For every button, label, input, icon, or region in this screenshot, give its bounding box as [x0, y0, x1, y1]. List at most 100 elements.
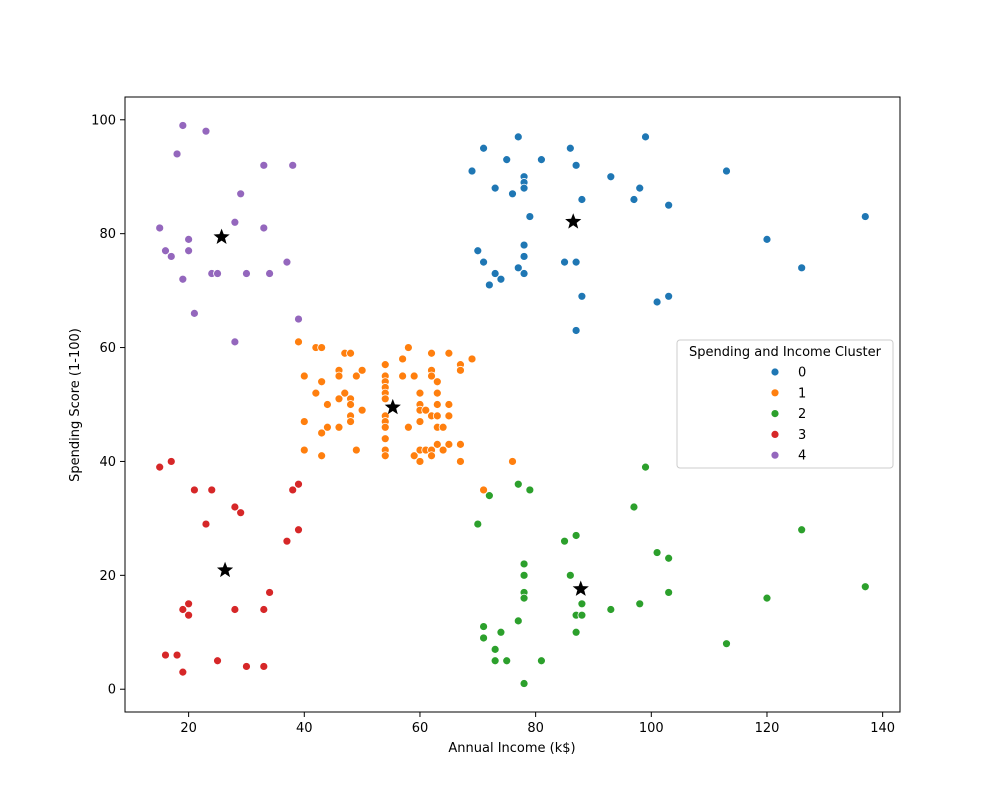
data-point [403, 343, 413, 352]
series-1 [294, 337, 517, 495]
data-point [230, 502, 240, 512]
centroid-star [384, 398, 401, 415]
legend-label: 3 [798, 428, 806, 443]
data-point [398, 371, 408, 381]
data-point [236, 189, 246, 199]
data-point [641, 132, 650, 142]
data-point [409, 451, 419, 461]
data-point [380, 434, 390, 444]
data-point [282, 257, 292, 267]
data-point [155, 462, 165, 472]
data-point [178, 605, 188, 614]
data-point [242, 662, 251, 671]
data-point [311, 388, 321, 398]
data-point [571, 257, 581, 267]
data-point [496, 627, 506, 637]
data-point [722, 639, 731, 649]
legend: Spending and Income Cluster 0 1 2 3 4 [676, 339, 894, 469]
data-point [456, 365, 465, 375]
data-point [641, 462, 650, 472]
series-0 [467, 132, 870, 335]
data-point [519, 252, 529, 261]
data-point [288, 485, 298, 495]
data-point [201, 126, 211, 136]
series-3 [155, 457, 303, 677]
data-point [490, 656, 500, 666]
data-point [380, 360, 390, 370]
y-tick-label: 60 [99, 341, 116, 356]
centroids [213, 213, 589, 596]
data-point [294, 337, 303, 347]
data-point [860, 582, 870, 592]
data-point [172, 650, 182, 660]
data-point [519, 183, 529, 193]
data-point [207, 485, 217, 495]
data-point [184, 610, 194, 620]
data-point [444, 348, 454, 358]
data-point [299, 417, 309, 426]
data-point [456, 439, 465, 449]
data-point [346, 417, 355, 426]
data-point [236, 508, 246, 518]
data-point [444, 411, 454, 421]
legend-label: 0 [798, 366, 806, 381]
data-point [190, 308, 199, 318]
data-point [571, 160, 581, 170]
data-point [265, 269, 274, 278]
series-2 [473, 462, 870, 688]
data-point [380, 422, 390, 432]
data-point [577, 610, 587, 620]
data-point [565, 143, 575, 153]
data-point [467, 354, 477, 364]
data-point [155, 223, 165, 233]
data-point [432, 411, 442, 421]
y-tick-label: 40 [99, 455, 116, 470]
data-point [432, 388, 442, 398]
data-point [172, 149, 182, 159]
data-point [565, 570, 575, 580]
data-point [259, 605, 269, 614]
x-tick-label: 20 [180, 721, 197, 736]
data-point [519, 559, 529, 569]
data-point [351, 445, 361, 455]
data-point [473, 519, 483, 529]
data-point [346, 348, 355, 358]
data-point [664, 553, 674, 563]
data-point [577, 599, 587, 609]
data-point [519, 240, 529, 250]
axes-frame [124, 96, 901, 713]
x-axis-title: Annual Income (k$) [448, 741, 575, 756]
data-point [415, 417, 425, 426]
data-point [184, 234, 194, 244]
x-axis-ticks: 20 40 60 80 100 120 140 [180, 712, 895, 736]
data-point [334, 394, 344, 404]
data-point [479, 143, 488, 153]
data-point [496, 274, 506, 284]
data-point [479, 485, 488, 495]
data-point [635, 599, 645, 609]
data-point [664, 200, 674, 210]
data-point [357, 405, 367, 415]
data-point [525, 485, 535, 495]
data-point [490, 269, 500, 278]
data-point [537, 656, 546, 666]
data-point [178, 667, 188, 677]
data-point [513, 616, 523, 626]
data-point [629, 195, 639, 204]
data-point [346, 400, 355, 409]
data-point [415, 457, 425, 466]
data-point [323, 400, 332, 409]
data-point [519, 269, 529, 278]
data-point [334, 371, 344, 381]
data-point [398, 354, 408, 364]
data-point [664, 588, 674, 597]
data-point [652, 297, 662, 307]
legend-label: 4 [798, 449, 806, 464]
data-point [432, 439, 442, 449]
data-point [722, 166, 731, 176]
centroid-star [213, 228, 230, 244]
data-point [299, 371, 309, 381]
data-point [571, 627, 581, 637]
